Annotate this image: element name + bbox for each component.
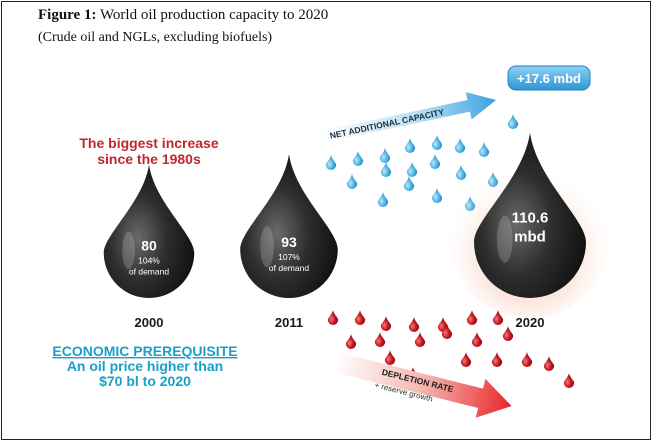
demand-pct-2000: 104% xyxy=(138,255,160,265)
red-drop xyxy=(460,352,472,367)
blue-drop xyxy=(454,138,466,154)
blue-drop xyxy=(404,138,416,154)
demand-suffix-2000: of demand xyxy=(129,266,169,276)
red-drop xyxy=(543,356,555,371)
year-label-2011: 2011 xyxy=(275,315,303,330)
blue-drop xyxy=(346,174,358,189)
red-drop xyxy=(492,310,504,325)
oil-drop-2020 xyxy=(474,132,586,298)
net-capacity-badge: +17.6 mbd xyxy=(507,65,591,91)
blue-drop xyxy=(352,151,364,167)
oil-drop-highlight xyxy=(122,231,135,270)
red-drop xyxy=(380,316,392,331)
figure-title-text: World oil production capacity to 2020 xyxy=(99,7,329,23)
prerequisite-title: ECONOMIC PREREQUISITE xyxy=(52,343,237,359)
blue-drop xyxy=(455,165,467,181)
blue-drop xyxy=(380,162,392,178)
red-drop xyxy=(521,352,533,367)
value-label-2011: 93 xyxy=(281,234,297,250)
value-label-2000: 80 xyxy=(141,237,157,253)
oil-drop-highlight xyxy=(260,226,274,268)
headline-line-2: since the 1980s xyxy=(97,151,201,167)
blue-drop xyxy=(478,142,490,157)
red-drop xyxy=(384,350,396,365)
red-drop xyxy=(408,317,420,332)
blue-drop xyxy=(406,162,418,178)
red-drop xyxy=(345,334,357,349)
prerequisite-line-1: An oil price higher than xyxy=(67,358,223,374)
red-drop xyxy=(327,310,339,325)
oil-drop-highlight xyxy=(496,215,513,263)
blue-drop xyxy=(325,155,337,170)
headline-line-1: The biggest increase xyxy=(79,135,218,151)
red-drop xyxy=(563,373,575,388)
depletion-arrow: DEPLETION RATE + reserve growth xyxy=(332,352,512,418)
value-label-2020: 110.6 xyxy=(512,209,549,226)
blue-drop xyxy=(429,154,441,169)
red-drop xyxy=(471,332,483,347)
year-label-2020: 2020 xyxy=(516,315,545,330)
red-drop xyxy=(502,326,514,341)
figure-subtitle: (Crude oil and NGLs, excluding biofuels) xyxy=(38,30,273,45)
unit-label-2020: mbd xyxy=(514,228,546,245)
red-drop xyxy=(374,332,386,347)
oil-drop-2011 xyxy=(240,154,338,298)
red-drop xyxy=(491,352,503,367)
blue-drop xyxy=(431,188,443,204)
net-capacity-value: +17.6 mbd xyxy=(517,71,581,86)
prerequisite-line-2: $70 bl to 2020 xyxy=(99,373,191,389)
red-drop xyxy=(414,332,426,347)
demand-pct-2011: 107% xyxy=(278,252,300,262)
figure-title: Figure 1: World oil production capacity … xyxy=(38,7,328,24)
blue-drop xyxy=(403,176,415,192)
blue-drop xyxy=(379,148,391,164)
oil-drop-2000 xyxy=(103,164,195,299)
red-drop xyxy=(354,310,366,325)
figure-label: Figure 1: xyxy=(38,7,97,23)
year-label-2000: 2000 xyxy=(135,315,164,330)
blue-drop xyxy=(377,192,389,208)
blue-drop xyxy=(507,114,519,130)
blue-drop xyxy=(431,135,443,151)
red-drop xyxy=(466,310,478,325)
red-drop xyxy=(441,324,453,339)
net-capacity-label: NET ADDITIONAL CAPACITY xyxy=(329,107,445,141)
demand-suffix-2011: of demand xyxy=(269,263,309,273)
